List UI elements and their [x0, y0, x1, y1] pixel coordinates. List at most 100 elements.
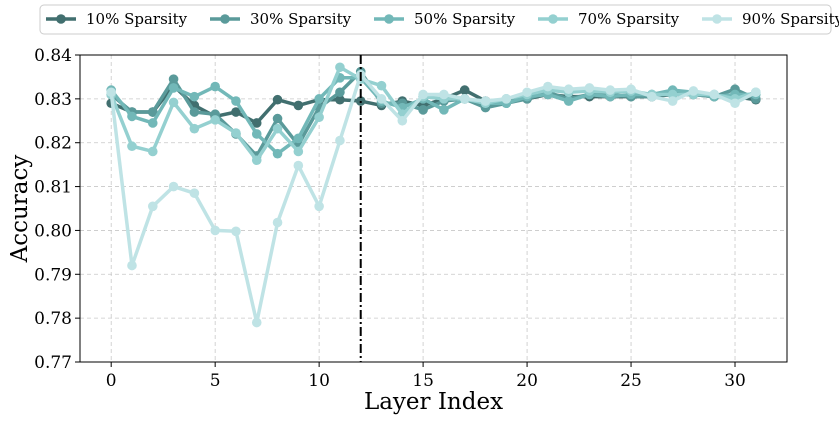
data-point — [293, 133, 304, 144]
y-tick-label: 0.84 — [34, 46, 72, 66]
x-tick-label: 20 — [516, 371, 538, 391]
data-point — [605, 85, 616, 95]
data-point — [168, 74, 179, 84]
legend-entry-1: 10% Sparsity — [46, 10, 188, 28]
legend-frame — [39, 4, 832, 35]
y-tick-label: 0.83 — [34, 90, 72, 110]
data-point — [168, 97, 179, 108]
data-point — [127, 141, 137, 152]
x-axis: 0 5 10 15 20 25 30 — [106, 362, 746, 391]
data-point — [335, 94, 345, 105]
data-point — [314, 112, 324, 123]
data-point — [376, 94, 387, 104]
data-point — [168, 83, 179, 93]
x-tick-label: 5 — [210, 371, 221, 391]
data-point — [439, 89, 449, 100]
y-tick-label: 0.80 — [34, 221, 72, 241]
series-line — [109, 76, 756, 156]
data-point — [563, 96, 574, 106]
x-tick-label: 0 — [106, 371, 117, 391]
data-point — [106, 87, 116, 98]
data-point — [751, 87, 761, 98]
data-point — [272, 113, 283, 124]
data-point — [522, 87, 532, 98]
x-axis-label: Layer Index — [364, 389, 503, 415]
legend-label: 90% Sparsity — [742, 10, 839, 28]
data-point — [501, 94, 512, 104]
data-point — [147, 107, 158, 117]
data-point — [459, 94, 470, 104]
data-point — [709, 89, 720, 100]
data-point — [251, 129, 262, 139]
data-point — [189, 107, 200, 117]
data-point — [418, 89, 428, 100]
data-point — [293, 146, 304, 157]
data-point — [147, 146, 158, 157]
data-point — [127, 260, 137, 271]
data-point — [397, 115, 408, 126]
data-point — [730, 98, 740, 109]
data-point — [231, 128, 241, 138]
legend-label: 10% Sparsity — [86, 10, 188, 28]
series-layer — [106, 62, 761, 328]
y-axis-label: Accuracy — [7, 155, 33, 264]
data-point — [127, 111, 137, 122]
x-tick-label: 30 — [724, 371, 746, 391]
y-axis: 0.77 0.78 0.79 0.80 0.81 0.82 0.83 0.84 — [34, 46, 80, 373]
data-point — [231, 107, 241, 117]
legend: 10% Sparsity 30% Sparsity 50% Sparsity 70% … — [39, 4, 839, 35]
x-tick-label: 15 — [412, 371, 434, 391]
data-point — [439, 105, 449, 115]
legend-swatch-marker — [220, 14, 230, 24]
series-line — [110, 69, 757, 158]
data-point — [210, 115, 220, 125]
series-5 — [106, 69, 761, 328]
data-point — [667, 96, 678, 106]
legend-label: 30% Sparsity — [250, 10, 352, 28]
y-tick-label: 0.79 — [34, 265, 72, 285]
legend-swatch-marker — [548, 14, 558, 24]
data-point — [314, 201, 324, 212]
data-point — [147, 118, 158, 128]
x-tick-label: 10 — [308, 371, 330, 391]
data-point — [251, 118, 262, 128]
data-point — [418, 105, 428, 115]
legend-entry-4: 70% Sparsity — [538, 10, 680, 28]
data-point — [335, 62, 345, 73]
legend-swatch-marker — [384, 14, 394, 24]
data-point — [272, 123, 283, 134]
data-point — [147, 201, 158, 212]
legend-entry-2: 30% Sparsity — [210, 10, 352, 28]
data-point — [459, 85, 470, 95]
x-tick-label: 25 — [620, 371, 642, 391]
legend-swatch-marker — [56, 14, 66, 24]
plot-frame — [79, 54, 788, 363]
data-point — [189, 123, 200, 134]
data-point — [647, 91, 657, 102]
data-point — [376, 80, 387, 91]
data-point — [189, 188, 200, 198]
data-point — [626, 84, 636, 95]
data-point — [231, 96, 241, 106]
data-point — [168, 181, 179, 192]
data-point — [251, 317, 262, 328]
legend-label: 70% Sparsity — [578, 10, 680, 28]
data-point — [272, 148, 283, 159]
legend-entry-3: 50% Sparsity — [374, 10, 516, 28]
series-3 — [106, 73, 761, 159]
data-point — [293, 100, 304, 111]
data-point — [335, 135, 345, 146]
data-point — [210, 81, 220, 92]
y-tick-label: 0.82 — [34, 134, 72, 154]
data-point — [688, 86, 699, 96]
data-point — [210, 225, 220, 236]
legend-label: 50% Sparsity — [414, 10, 516, 28]
data-point — [667, 89, 678, 100]
data-point — [293, 160, 304, 171]
data-point — [272, 217, 283, 228]
data-point — [231, 226, 241, 237]
data-point — [543, 81, 553, 92]
y-tick-label: 0.81 — [34, 178, 72, 198]
data-point — [584, 83, 595, 93]
